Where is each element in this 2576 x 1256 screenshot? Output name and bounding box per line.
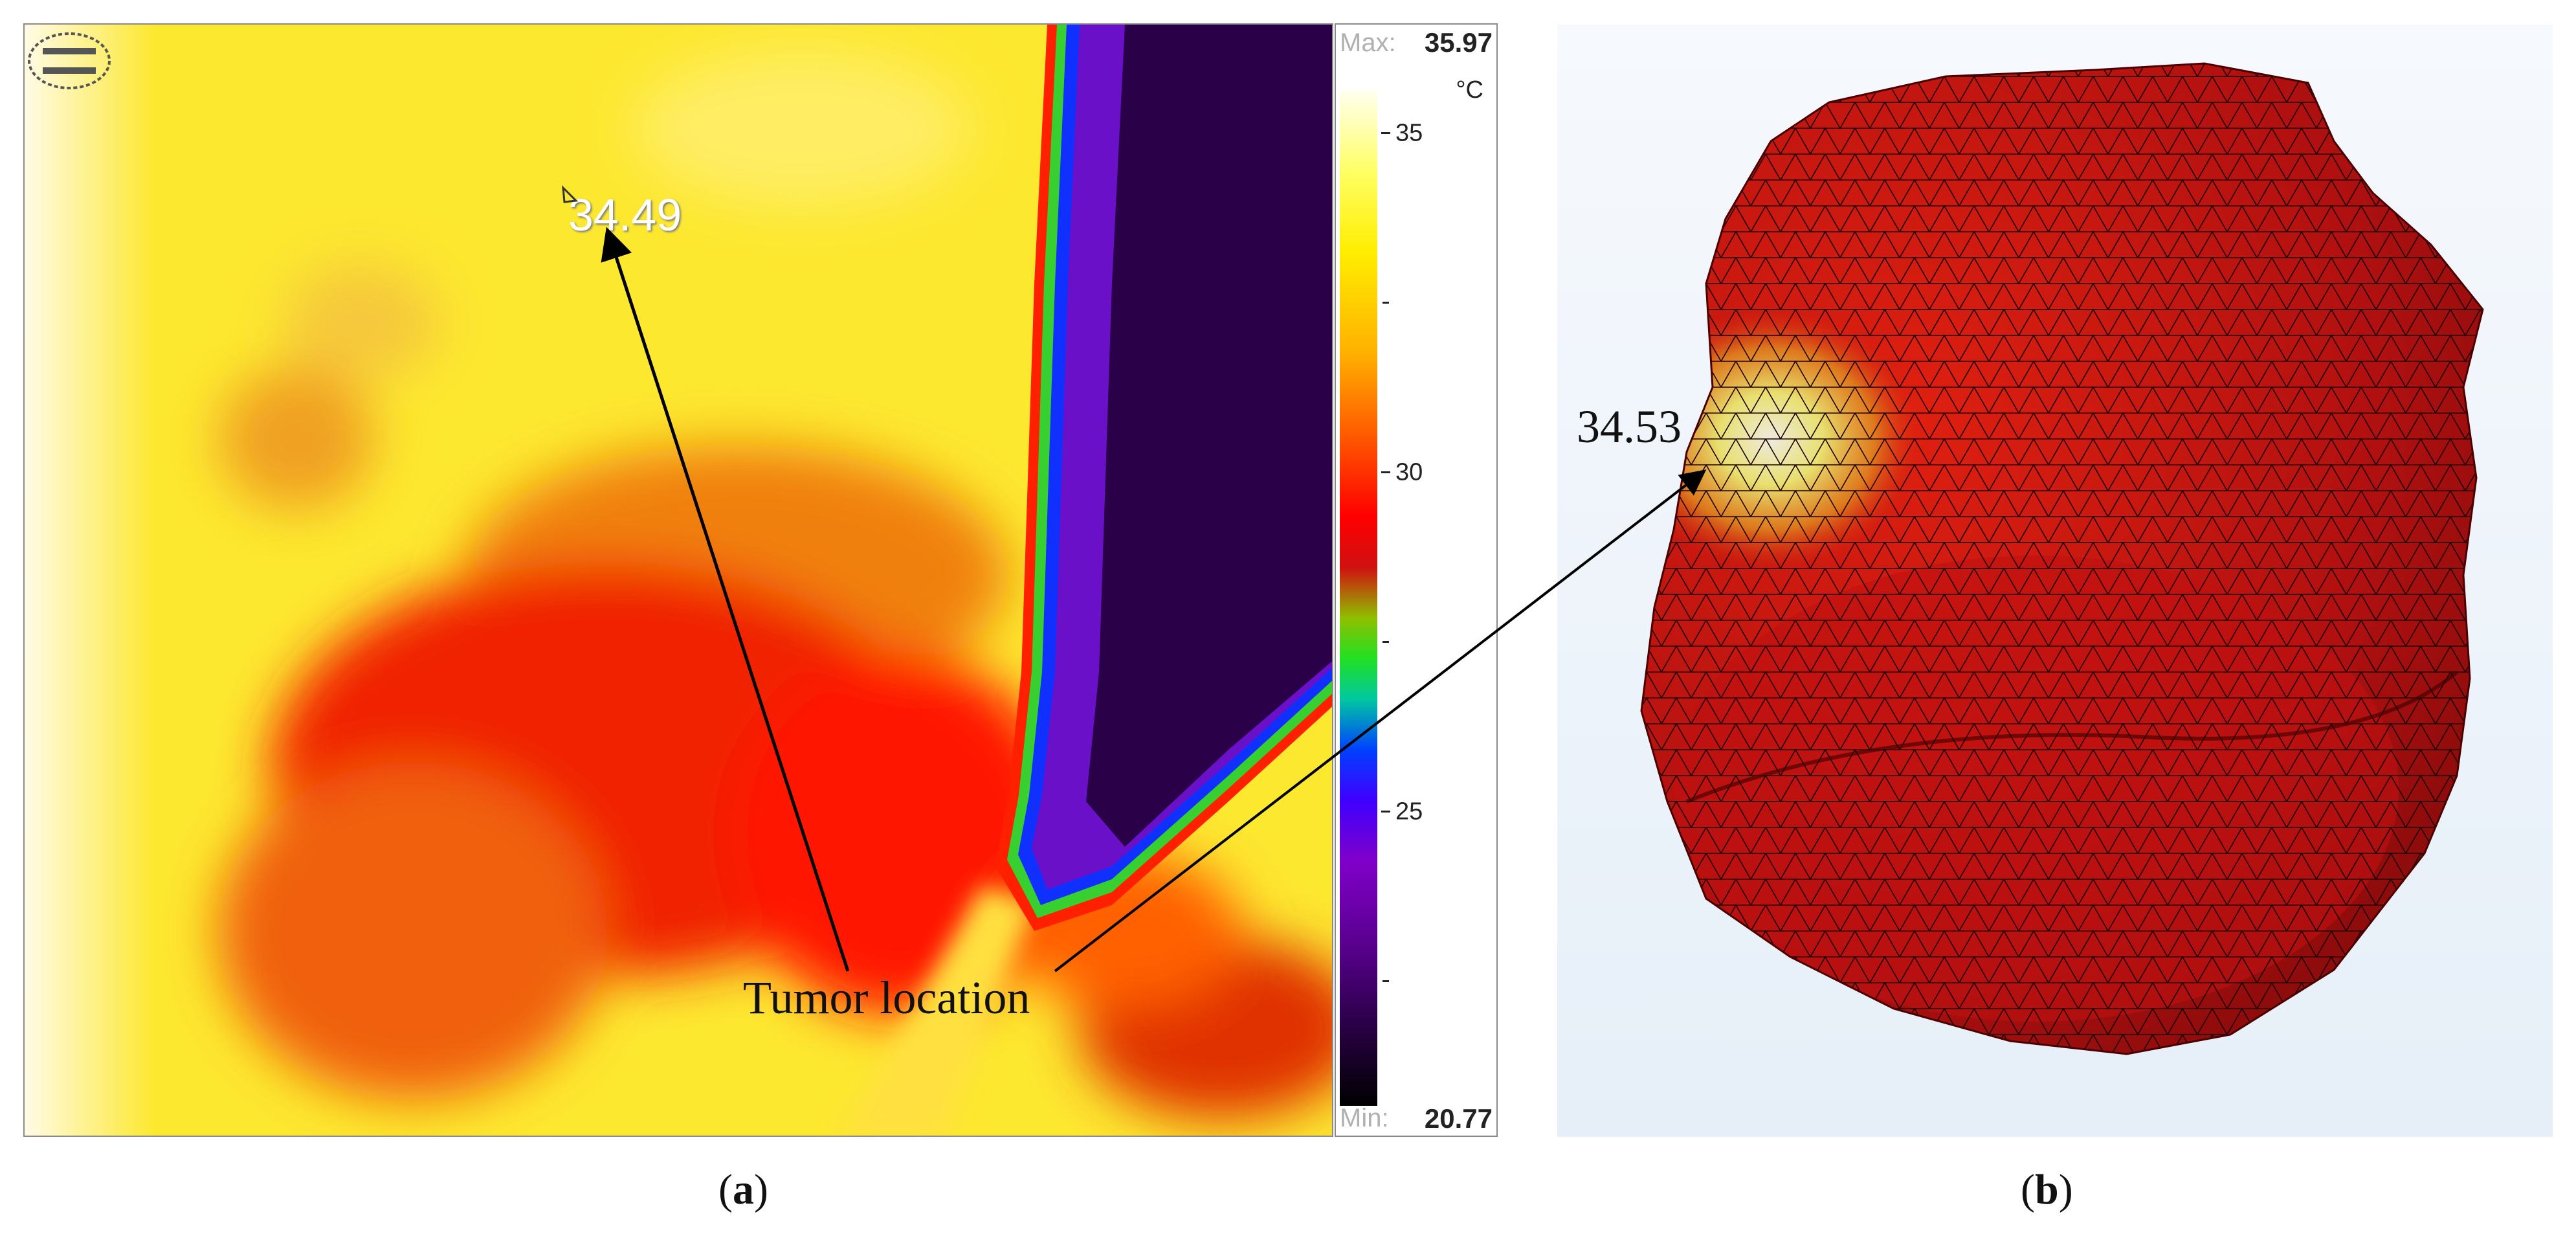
scale-min-label: Min: bbox=[1340, 1104, 1389, 1132]
scale-max-value: 35.97 bbox=[1424, 27, 1493, 58]
camera-logo bbox=[28, 32, 111, 89]
thermal-measurement-value: 34.49 bbox=[568, 190, 682, 240]
colorbar-gradient bbox=[1340, 89, 1377, 1106]
scale-tick bbox=[1381, 132, 1390, 134]
scale-min-value: 20.77 bbox=[1424, 1103, 1493, 1134]
temperature-scale: Max: 35.97 °C 35 30 25 Min: 20.77 bbox=[1335, 23, 1498, 1137]
mesh-model-frame bbox=[1557, 25, 2553, 1137]
scale-tick bbox=[1382, 302, 1389, 304]
scale-tick-label: 35 bbox=[1395, 119, 1423, 147]
caption-a: (a) bbox=[718, 1166, 768, 1213]
caption-b: (b) bbox=[2021, 1166, 2073, 1213]
scale-max-label: Max: bbox=[1340, 28, 1396, 57]
mesh-measurement-value: 34.53 bbox=[1577, 401, 1682, 453]
scale-tick bbox=[1382, 980, 1389, 982]
breast-mesh-model bbox=[1640, 62, 2484, 1055]
scale-tick bbox=[1382, 641, 1389, 643]
scale-tick bbox=[1381, 471, 1390, 473]
scale-tick-label: 25 bbox=[1395, 798, 1423, 825]
scale-tick-label: 30 bbox=[1395, 458, 1423, 486]
scale-unit: °C bbox=[1456, 76, 1483, 104]
tumor-location-label: Tumor location bbox=[743, 972, 1030, 1024]
scale-tick bbox=[1381, 811, 1390, 813]
